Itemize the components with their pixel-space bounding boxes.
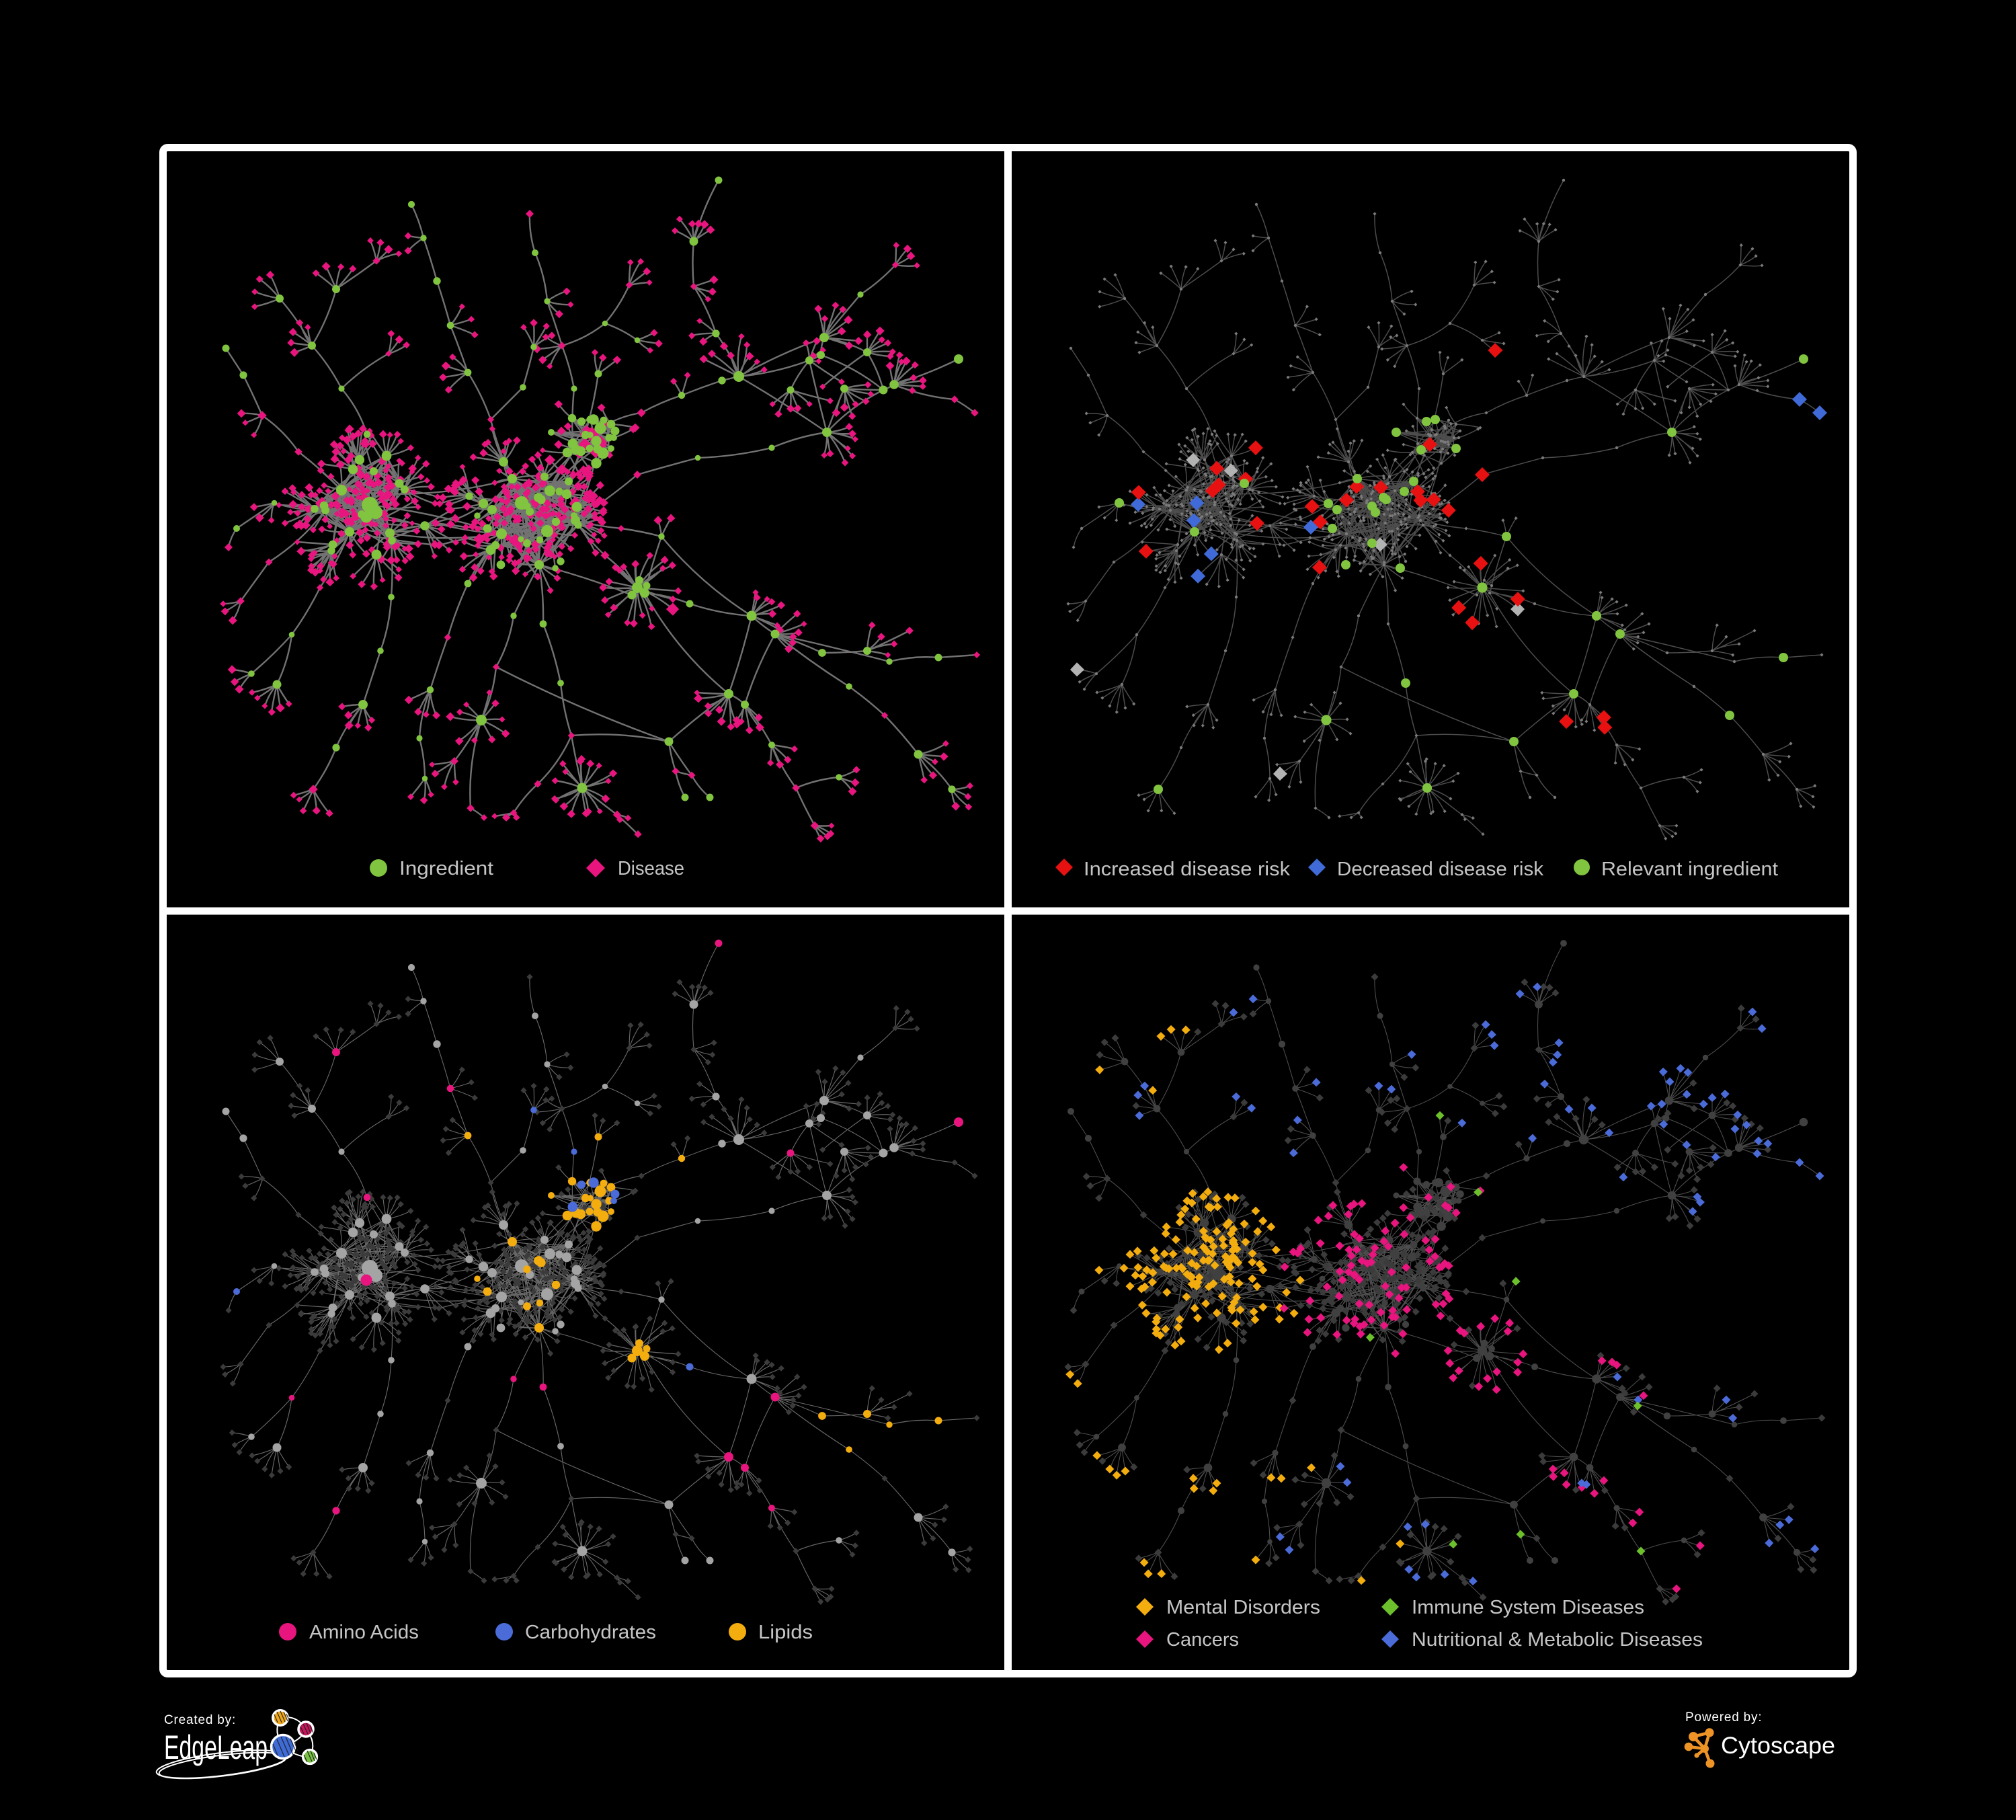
svg-text:Created by:: Created by: xyxy=(164,1713,236,1727)
svg-text:Immune System Diseases: Immune System Diseases xyxy=(1412,1597,1644,1618)
svg-text:Mental Disorders: Mental Disorders xyxy=(1166,1597,1320,1618)
svg-text:Decreased disease risk: Decreased disease risk xyxy=(1337,859,1544,880)
svg-text:Cytoscape: Cytoscape xyxy=(1721,1733,1835,1759)
svg-text:Cancers: Cancers xyxy=(1166,1629,1239,1651)
svg-text:Nutritional & Metabolic Diseas: Nutritional & Metabolic Diseases xyxy=(1412,1629,1703,1651)
svg-text:Relevant ingredient: Relevant ingredient xyxy=(1601,859,1778,880)
svg-text:Ingredient: Ingredient xyxy=(399,858,493,879)
svg-text:Powered by:: Powered by: xyxy=(1685,1710,1762,1725)
svg-text:Amino Acids: Amino Acids xyxy=(309,1622,419,1643)
svg-text:Increased disease risk: Increased disease risk xyxy=(1084,859,1291,880)
svg-text:Disease: Disease xyxy=(618,858,684,879)
svg-text:Carbohydrates: Carbohydrates xyxy=(525,1622,656,1643)
svg-text:Lipids: Lipids xyxy=(758,1622,813,1643)
